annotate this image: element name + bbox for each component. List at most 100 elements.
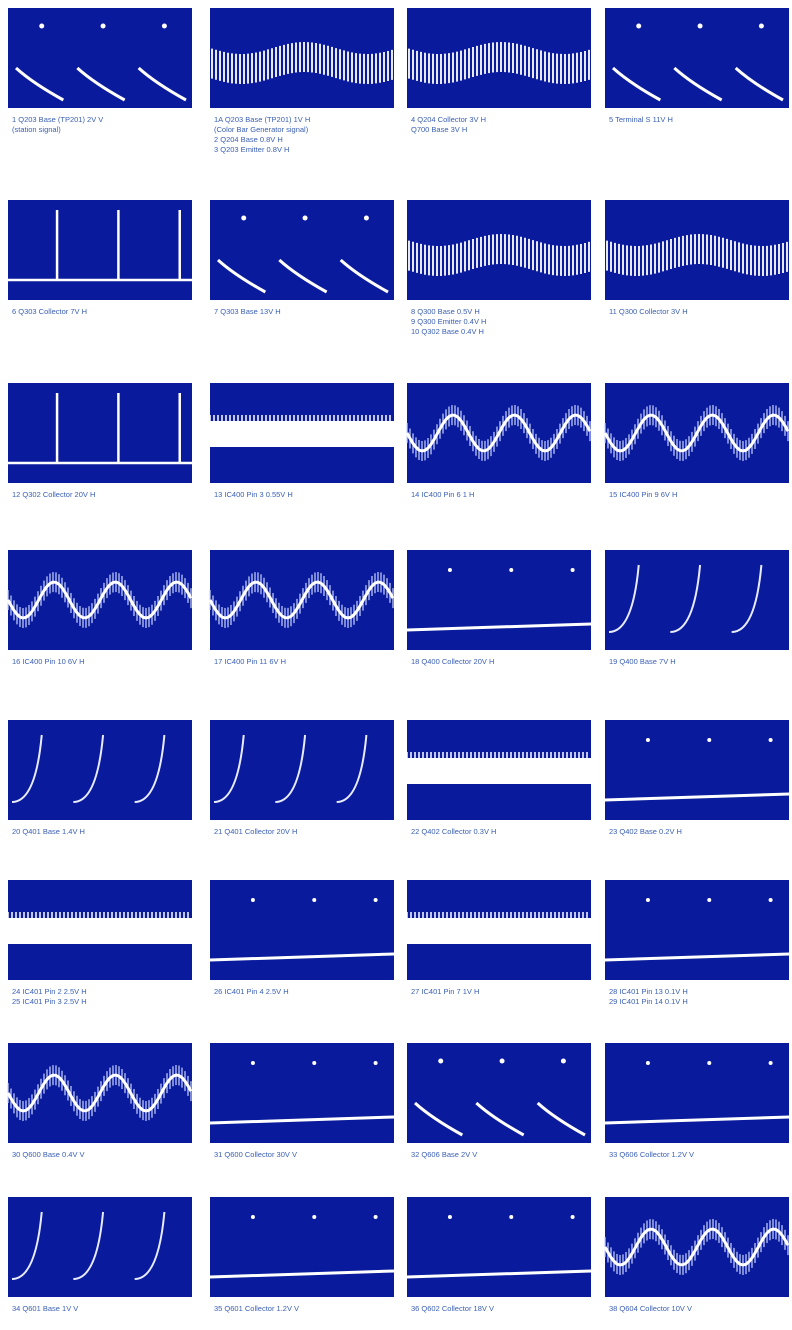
waveform-dot	[312, 1061, 317, 1065]
scope-panel	[210, 8, 394, 108]
scope-panel	[8, 383, 192, 483]
waveform-dot	[250, 1215, 255, 1219]
scope-panel	[209, 1043, 395, 1143]
waveform-dot	[250, 898, 255, 902]
caption-line: 23 Q402 Base 0.2V H	[609, 827, 682, 836]
caption-line: 12 Q302 Collector 20V H	[12, 490, 95, 499]
caption-line: 16 IC400 Pin 10 6V H	[12, 657, 85, 666]
waveform	[603, 1227, 790, 1267]
scope-screen	[210, 200, 394, 300]
scope-panel	[406, 880, 591, 980]
waveform	[611, 66, 784, 102]
waveform-dot	[570, 568, 575, 572]
waveform-dot	[645, 898, 650, 902]
waveform	[406, 622, 592, 632]
waveform	[208, 580, 395, 620]
waveform-dot	[312, 898, 317, 902]
scope-panel	[604, 720, 790, 820]
caption-line: 26 IC401 Pin 4 2.5V H	[214, 987, 289, 996]
scope-panel	[407, 1043, 591, 1143]
waveform-hatch	[209, 415, 391, 421]
caption-line: 29 IC401 Pin 14 0.1V H	[609, 997, 688, 1006]
scope-panel	[604, 1043, 790, 1143]
waveform-dot	[373, 898, 378, 902]
scope-panel	[210, 200, 394, 300]
waveform-dot	[447, 1215, 452, 1219]
waveform-dot	[768, 1061, 773, 1065]
caption-line: 8 Q300 Base 0.5V H	[411, 307, 480, 316]
scope-panel	[6, 1043, 193, 1143]
scope-screen	[407, 200, 591, 300]
scope-screen	[605, 720, 789, 820]
caption-line: 11 Q300 Collector 3V H	[609, 307, 688, 316]
caption-line: 3 Q203 Emitter 0.8V H	[214, 145, 289, 154]
scope-panel	[407, 200, 591, 300]
caption-line: 18 Q400 Collector 20V H	[411, 657, 494, 666]
waveform	[6, 580, 193, 620]
scope-screen	[8, 200, 192, 300]
waveform-dot	[363, 215, 369, 221]
caption-line: (station signal)	[12, 125, 61, 134]
waveform-dot	[645, 738, 650, 742]
scope-panel	[210, 720, 394, 820]
waveform-dot	[768, 738, 773, 742]
waveform	[407, 918, 591, 944]
scope-screen	[605, 8, 789, 108]
scope-panel	[8, 8, 192, 108]
waveform-dot	[758, 23, 764, 29]
scope-screen	[210, 1043, 394, 1143]
waveform-dot	[560, 1058, 566, 1064]
caption-line: (Color Bar Generator signal)	[214, 125, 309, 134]
waveform-dot	[707, 1061, 712, 1065]
caption-line: 31 Q600 Collector 30V V	[214, 1150, 297, 1159]
waveform-dot	[570, 1215, 575, 1219]
caption-line: 28 IC401 Pin 13 0.1V H	[609, 987, 688, 996]
waveform-dot	[241, 215, 247, 221]
scope-panel	[8, 1197, 192, 1297]
scope-panel	[407, 8, 591, 108]
caption-line: 25 IC401 Pin 3 2.5V H	[12, 997, 87, 1006]
waveform	[6, 1073, 193, 1113]
scope-screen	[210, 1197, 394, 1297]
scope-panel	[7, 880, 192, 980]
waveform-dot	[499, 1058, 505, 1064]
waveform	[209, 1115, 395, 1125]
waveform-dot	[312, 1215, 317, 1219]
caption-line: 21 Q401 Collector 20V H	[214, 827, 297, 836]
scope-panel	[603, 383, 790, 483]
scope-panel	[406, 550, 592, 650]
waveform	[8, 918, 192, 944]
waveform	[405, 413, 592, 453]
waveform-dot	[373, 1215, 378, 1219]
scope-panel	[8, 200, 192, 300]
scope-screen	[210, 720, 394, 820]
waveform-dot	[636, 23, 642, 29]
caption-line: 9 Q300 Emitter 0.4V H	[411, 317, 486, 326]
waveform	[211, 42, 393, 84]
caption-line: 22 Q402 Collector 0.3V H	[411, 827, 496, 836]
caption-line: 14 IC400 Pin 6 1 H	[411, 490, 474, 499]
scope-screen	[407, 550, 591, 650]
waveform	[413, 1101, 586, 1137]
waveform	[408, 234, 590, 276]
scope-panel	[6, 550, 193, 650]
scope-panel	[605, 8, 789, 108]
waveform-dot	[250, 1061, 255, 1065]
waveform-hatch	[406, 912, 588, 918]
waveform-dot	[447, 568, 452, 572]
caption-line: 30 Q600 Base 0.4V V	[12, 1150, 85, 1159]
waveform	[408, 42, 590, 84]
waveform-dot	[373, 1061, 378, 1065]
caption-line: 27 IC401 Pin 7 1V H	[411, 987, 479, 996]
waveform	[604, 1115, 790, 1125]
scope-screen	[407, 1043, 591, 1143]
waveform	[603, 413, 790, 453]
scope-screen	[8, 720, 192, 820]
waveform	[209, 1269, 395, 1279]
waveform-dot	[768, 898, 773, 902]
waveform	[213, 734, 368, 803]
scope-screen	[8, 8, 192, 108]
waveform	[209, 952, 395, 962]
scope-panel	[605, 550, 789, 650]
